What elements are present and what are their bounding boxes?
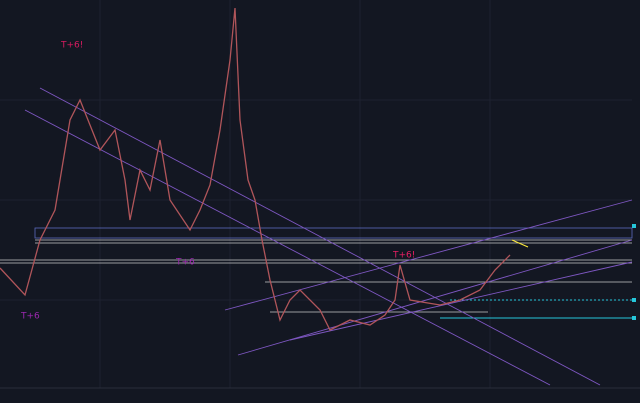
arrow	[511, 239, 529, 248]
annotation: T+6!	[60, 41, 83, 51]
zone	[34, 227, 633, 239]
price-tag	[632, 224, 636, 228]
annotation: T+6	[20, 312, 40, 322]
price-tag	[632, 316, 636, 320]
price-line	[0, 7, 511, 331]
price-tag	[632, 298, 636, 302]
annotation: T+6!	[392, 251, 415, 261]
annotation: T+6	[175, 258, 195, 268]
horizontal-lines	[0, 239, 632, 313]
trendlines	[24, 87, 633, 386]
grid	[0, 0, 632, 388]
